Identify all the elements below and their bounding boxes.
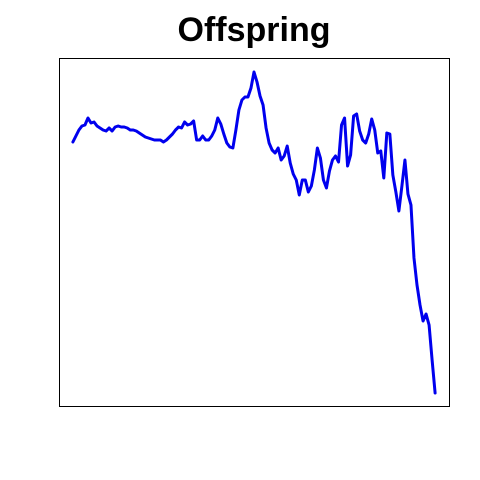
data-line: [71, 70, 437, 395]
plot-frame: [59, 58, 450, 407]
chart-title: Offspring: [178, 11, 331, 49]
